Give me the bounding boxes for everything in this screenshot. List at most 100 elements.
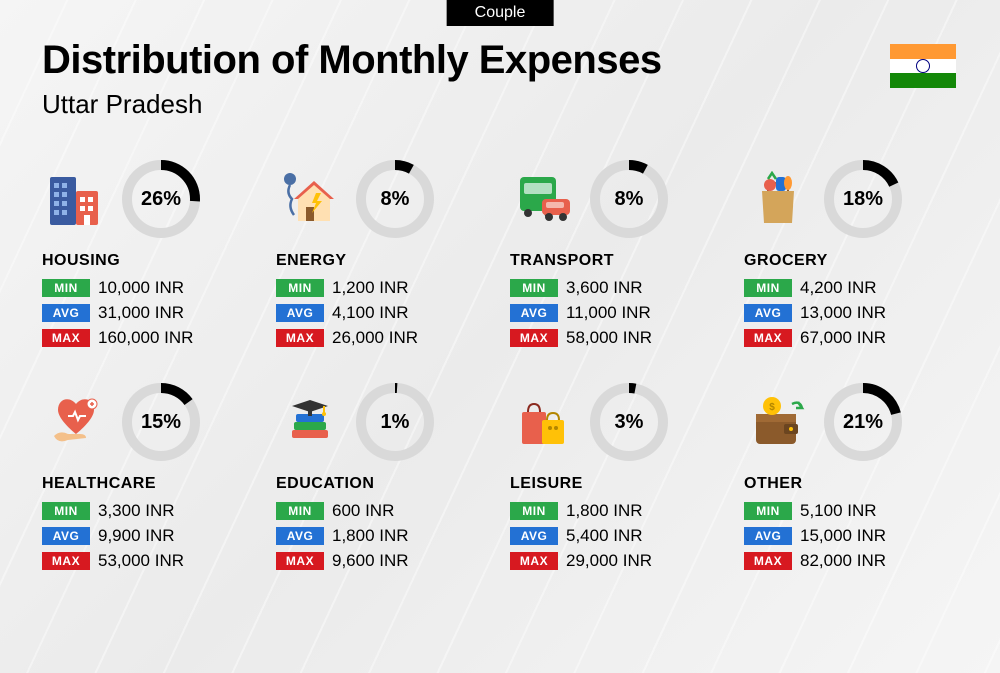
category-card-healthcare: 15% HEALTHCARE MIN 3,300 INR AVG 9,900 INR MAX…	[42, 383, 256, 576]
max-value: 29,000 INR	[566, 551, 652, 571]
max-row: MAX 58,000 INR	[510, 328, 724, 348]
percent-value: 15%	[122, 383, 200, 461]
min-tag: MIN	[42, 502, 90, 520]
avg-row: AVG31,000 INR	[42, 303, 256, 323]
max-value: 82,000 INR	[800, 551, 886, 571]
category-name: OTHER	[744, 475, 958, 493]
min-row: MIN 4,200 INR	[744, 278, 958, 298]
min-value: 4,200 INR	[800, 278, 877, 298]
avg-value: 15,000 INR	[800, 526, 886, 546]
page-title: Distribution of Monthly Expenses	[42, 38, 958, 83]
avg-value: 1,800 INR	[332, 526, 409, 546]
min-value: 5,100 INR	[800, 501, 877, 521]
min-value: 3,300 INR	[98, 501, 175, 521]
min-tag: MIN	[744, 279, 792, 297]
max-tag: MAX	[510, 552, 558, 570]
category-card-education: 1% EDUCATION MIN 600 INR AVG 1,800 INR MAX9,60…	[276, 383, 490, 576]
avg-row: AVG 9,900 INR	[42, 526, 256, 546]
percent-dial: 8%	[356, 160, 434, 238]
min-row: MIN 10,000 INR	[42, 278, 256, 298]
max-row: MAX 160,000 INR	[42, 328, 256, 348]
shopping-bags-icon	[510, 391, 578, 453]
avg-row: AVG 1,800 INR	[276, 526, 490, 546]
percent-dial: 15%	[122, 383, 200, 461]
header: Distribution of Monthly Expenses Uttar P…	[42, 38, 958, 120]
min-value: 3,600 INR	[566, 278, 643, 298]
min-tag: MIN	[510, 502, 558, 520]
avg-value: 31,000 INR	[98, 303, 184, 323]
percent-dial: 21%	[824, 383, 902, 461]
avg-row: AVG 5,400 INR	[510, 526, 724, 546]
category-name: GROCERY	[744, 252, 958, 270]
min-value: 600 INR	[332, 501, 394, 521]
bus-car-icon	[510, 168, 578, 230]
min-tag: MIN	[276, 502, 324, 520]
max-tag: MAX	[42, 552, 90, 570]
percent-value: 1%	[356, 383, 434, 461]
building-icon	[42, 168, 110, 230]
max-tag: MAX	[510, 329, 558, 347]
avg-tag: AVG	[510, 527, 558, 545]
max-row: MAX 26,000 INR	[276, 328, 490, 348]
percent-value: 8%	[356, 160, 434, 238]
avg-tag: AVG	[276, 527, 324, 545]
percent-value: 21%	[824, 383, 902, 461]
percent-dial: 8%	[590, 160, 668, 238]
category-name: LEISURE	[510, 475, 724, 493]
avg-row: AVG 15,000 INR	[744, 526, 958, 546]
category-card-energy: 8% ENERGY MIN1,200 INR AVG 4,100 INR MAX 26,00…	[276, 160, 490, 353]
avg-value: 13,000 INR	[800, 303, 886, 323]
percent-dial: 1%	[356, 383, 434, 461]
min-value: 10,000 INR	[98, 278, 184, 298]
max-row: MAX 29,000 INR	[510, 551, 724, 571]
avg-value: 11,000 INR	[566, 303, 651, 323]
india-flag-icon	[890, 44, 956, 88]
max-tag: MAX	[42, 329, 90, 347]
books-cap-icon	[276, 391, 344, 453]
max-tag: MAX	[744, 329, 792, 347]
min-value: 1,800 INR	[566, 501, 643, 521]
percent-dial: 3%	[590, 383, 668, 461]
max-value: 53,000 INR	[98, 551, 184, 571]
percent-value: 8%	[590, 160, 668, 238]
category-card-transport: 8%TRANSPORTMIN3,600 INRAVG11,000 INRMAX5…	[510, 160, 724, 353]
category-card-other: $21% OTHER MIN 5,100 INR AVG 15,000 INR MAX 82,…	[744, 383, 958, 576]
category-name: ENERGY	[276, 252, 490, 270]
max-value: 160,000 INR	[98, 328, 193, 348]
max-tag: MAX	[276, 329, 324, 347]
max-value: 58,000 INR	[566, 328, 652, 348]
avg-value: 4,100 INR	[332, 303, 409, 323]
max-row: MAX9,600 INR	[276, 551, 490, 571]
category-name: EDUCATION	[276, 475, 490, 493]
max-tag: MAX	[744, 552, 792, 570]
percent-dial: 18%	[824, 160, 902, 238]
avg-value: 9,900 INR	[98, 526, 175, 546]
svg-text:$: $	[769, 402, 775, 413]
min-tag: MIN	[744, 502, 792, 520]
max-row: MAX 82,000 INR	[744, 551, 958, 571]
min-tag: MIN	[276, 279, 324, 297]
min-tag: MIN	[42, 279, 90, 297]
percent-dial: 26%	[122, 160, 200, 238]
min-row: MIN1,200 INR	[276, 278, 490, 298]
avg-tag: AVG	[744, 527, 792, 545]
avg-value: 5,400 INR	[566, 526, 643, 546]
category-name: TRANSPORT	[510, 252, 724, 270]
min-row: MIN 5,100 INR	[744, 501, 958, 521]
min-row: MIN 600 INR	[276, 501, 490, 521]
avg-tag: AVG	[276, 304, 324, 322]
avg-tag: AVG	[42, 527, 90, 545]
avg-tag: AVG	[744, 304, 792, 322]
max-row: MAX 53,000 INR	[42, 551, 256, 571]
avg-row: AVG 4,100 INR	[276, 303, 490, 323]
min-tag: MIN	[510, 279, 558, 297]
percent-value: 3%	[590, 383, 668, 461]
category-name: HEALTHCARE	[42, 475, 256, 493]
min-row: MIN 3,600 INR	[510, 278, 724, 298]
max-tag: MAX	[276, 552, 324, 570]
category-card-leisure: 3% LEISURE MIN 1,800 INR AVG 5,400 INR MAX 29,0…	[510, 383, 724, 576]
max-value: 26,000 INR	[332, 328, 418, 348]
percent-value: 26%	[122, 160, 200, 238]
max-row: MAX67,000 INR	[744, 328, 958, 348]
page-subtitle: Uttar Pradesh	[42, 89, 958, 120]
